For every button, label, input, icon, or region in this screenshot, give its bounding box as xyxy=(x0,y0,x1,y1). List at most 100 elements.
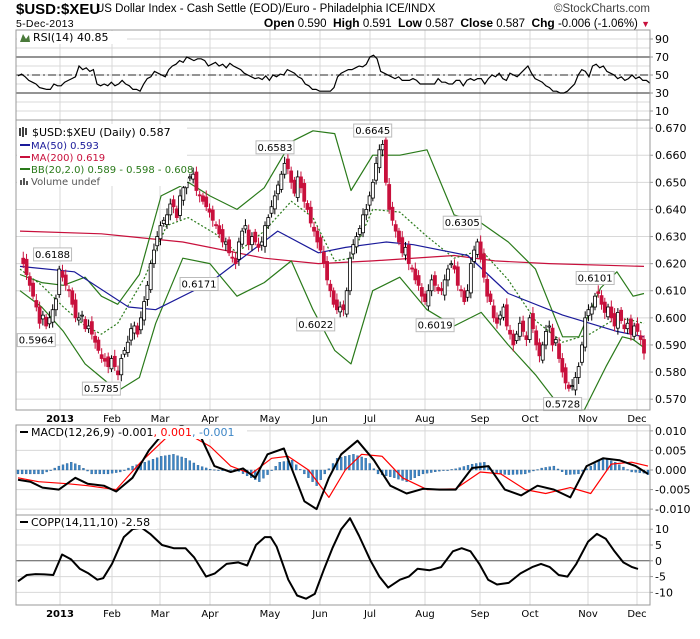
candle-body xyxy=(116,370,120,376)
candle-body xyxy=(465,290,470,298)
candle-body xyxy=(145,284,150,300)
price-xtick-label: Sep xyxy=(471,414,490,425)
price-xtick-label: Jul xyxy=(363,414,376,425)
macd-histogram-bar xyxy=(176,455,179,471)
macd-histogram-bar xyxy=(65,463,69,471)
macd-histogram-bar xyxy=(37,469,40,475)
candle-body xyxy=(325,261,329,281)
candle-body xyxy=(256,243,261,248)
candle-body xyxy=(246,229,251,246)
price-ytick-label: 0.630 xyxy=(655,231,687,244)
candle-body xyxy=(449,263,454,266)
candle-body xyxy=(566,384,571,389)
macd-histogram-bar xyxy=(110,469,114,474)
candle-body xyxy=(263,225,267,247)
candle-body xyxy=(495,317,499,324)
rsi-ytick-label: 90 xyxy=(655,33,669,46)
candle-body xyxy=(135,325,140,335)
macd-histogram-bar xyxy=(16,469,20,475)
price-annotation-label: 0.6101 xyxy=(578,273,613,284)
candle-body xyxy=(318,237,323,251)
price-annotation-label: 0.6171 xyxy=(182,280,217,291)
price-ytick-label: 0.620 xyxy=(655,258,687,271)
candle-body xyxy=(377,149,382,169)
candle-body xyxy=(629,318,633,335)
macd-histogram-bar xyxy=(241,469,245,474)
price-panel: 0.670 0.660 0.650 0.640 0.630 0.620 0.610 0.600… xyxy=(16,122,687,425)
macd-histogram-bar xyxy=(626,469,629,471)
copp-panel-frame xyxy=(15,514,651,606)
candle-body xyxy=(632,325,637,337)
candle-body xyxy=(321,251,326,265)
macd-histogram-bar xyxy=(262,469,265,479)
price-panel-frame xyxy=(15,119,651,411)
candle-body xyxy=(387,184,392,210)
macd-histogram-bar xyxy=(532,469,535,472)
candle-body xyxy=(491,305,496,319)
macd-histogram-bar xyxy=(299,469,302,471)
macd-value: MACD(12,26,9) -0.001 xyxy=(31,426,154,439)
macd-histogram-bar xyxy=(364,458,367,471)
macd-histogram-bar xyxy=(565,469,568,475)
candle-body xyxy=(272,195,277,210)
macd-histogram-bar xyxy=(323,469,326,475)
label-background xyxy=(17,516,157,529)
chart-date: 5-Dec-2013 xyxy=(16,18,74,30)
price-xtick-label: Dec xyxy=(627,414,646,425)
copp-ytick-label: 5 xyxy=(655,539,662,552)
candle-body xyxy=(459,289,463,292)
candle-body xyxy=(436,287,441,292)
copp-xtick-label: Feb xyxy=(103,609,121,620)
candle-body xyxy=(24,258,29,275)
candle-body xyxy=(635,323,640,332)
copp-xtick-label: Aug xyxy=(415,609,435,620)
price-annotation-label: 0.6022 xyxy=(298,320,333,331)
candle-body xyxy=(351,244,356,255)
candle-body xyxy=(106,356,111,368)
candle-body xyxy=(380,143,385,151)
candle-body xyxy=(472,249,477,262)
candle-body xyxy=(638,335,643,340)
macd-histogram-bar xyxy=(209,469,212,471)
price-annotation-box xyxy=(179,277,219,292)
price-ytick-label: 0.670 xyxy=(655,122,687,135)
price-xtick-label: Oct xyxy=(521,414,538,425)
macd-histogram-bar xyxy=(102,469,106,475)
ma200-line xyxy=(19,230,645,267)
macd-histogram-bar xyxy=(123,469,126,471)
candle-body xyxy=(99,354,104,359)
macd-histogram-bar xyxy=(20,469,24,475)
macd-histogram-bar xyxy=(164,455,167,471)
macd-histogram-bar xyxy=(511,469,515,475)
macd-histogram-bar xyxy=(430,469,433,473)
close-value: 0.587 xyxy=(496,18,526,30)
candle-body xyxy=(292,179,297,194)
copp-ytick-label: 0 xyxy=(655,555,662,568)
candle-body xyxy=(207,208,212,213)
candle-body xyxy=(400,237,405,254)
copp-xtick-label: Mar xyxy=(151,609,171,620)
macd-histogram-bar xyxy=(446,469,449,471)
macd-histogram-bar xyxy=(155,457,159,471)
price-annotation-box xyxy=(415,318,455,333)
price-annotation-label: 0.6583 xyxy=(258,143,293,154)
copp-xtick-label: May xyxy=(260,609,281,620)
candle-body xyxy=(606,306,610,318)
ma200-legend-label: MA(200) 0.619 xyxy=(31,153,105,164)
candle-body xyxy=(589,306,594,315)
macd-histogram-bar xyxy=(106,469,110,475)
candle-body xyxy=(236,241,241,260)
candle-body xyxy=(142,301,147,321)
candle-body xyxy=(553,339,558,344)
candle-body xyxy=(285,158,290,170)
candle-body xyxy=(122,349,127,355)
bb-upper-line xyxy=(19,130,645,338)
candle-body xyxy=(410,267,414,270)
candle-body xyxy=(406,244,411,265)
candle-body xyxy=(40,314,45,320)
candle-body xyxy=(250,236,254,246)
macd-histogram-bar xyxy=(33,469,36,475)
macd-histogram-bar xyxy=(151,459,155,471)
candle-body xyxy=(161,219,166,224)
